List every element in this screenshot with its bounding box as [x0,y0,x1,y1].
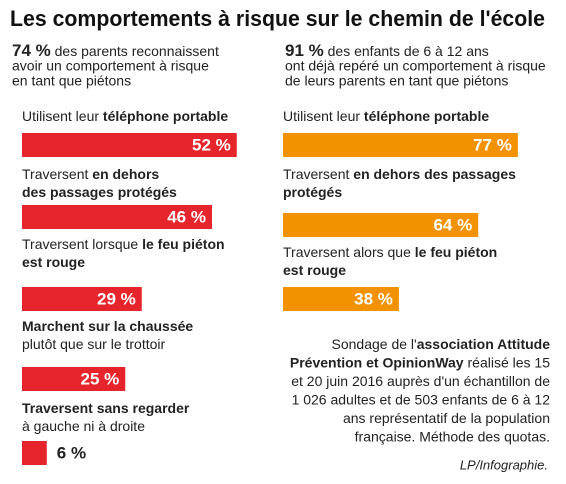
text-segment: réalisé les 15 [464,354,551,370]
bar [22,367,126,391]
value-label: 6 % [57,443,86,462]
subtitle-line: en tant que piétons [12,73,131,89]
value-label: 25 % [81,369,120,388]
bar [283,133,518,157]
text-line: est rouge [283,262,346,278]
text-segment: est rouge [22,254,85,270]
text-segment: à gauche ni à droite [22,418,145,434]
text-segment: association Attitude [417,336,550,352]
text-segment: Utilisent leur [22,108,103,124]
text-line: Utilisent leur téléphone portable [22,108,228,124]
subtitle: 74 % des parents reconnaissent [12,41,219,60]
subtitle-line: ont déjà repéré un comportement à risque [285,58,546,74]
text-segment: en dehors des passages [353,166,516,182]
bar [283,213,479,237]
value-label: 38 % [354,289,393,308]
text-line: des passages protégés [22,184,177,200]
text-line: Traversent alors que le feu piéton [283,244,497,260]
text-line: Utilisent leur téléphone portable [283,108,489,124]
text-segment: 1 026 adultes et de 503 enfants de 6 à 1… [292,391,551,407]
text-segment: est rouge [283,262,346,278]
bar [22,287,142,311]
text-line: ans représentatif de la population [343,410,550,426]
title: Les comportements à risque sur le chemin… [10,6,545,31]
text-line: Traversent en dehors des passages [283,166,516,182]
text-segment: plutôt que sur le trottoir [22,336,166,352]
subtitle-line: avoir un comportement à risque [12,58,209,74]
text-segment: Traversent [22,166,92,182]
text-line: Sondage de l'association Attitude [332,336,551,352]
text-line: Traversent lorsque le feu piéton [22,236,225,252]
credit: LP/Infographie. [460,457,548,472]
bar [22,441,47,465]
value-label: 64 % [433,215,472,234]
text-line: Traversent en dehors [22,166,159,182]
text-segment: Traversent lorsque [22,236,142,252]
text-line: à gauche ni à droite [22,418,145,434]
text-segment: française. Méthode des quotas. [355,428,550,444]
text-line: française. Méthode des quotas. [355,428,550,444]
value-label: 46 % [167,207,206,226]
text-line: et 20 juin 2016 auprès d'un échantillon … [291,373,550,389]
text-line: 1 026 adultes et de 503 enfants de 6 à 1… [292,391,551,407]
text-segment: Prévention et OpinionWay [290,354,464,370]
subtitle-line: des parents reconnaissent [55,43,219,59]
text-segment: Traversent alors que [283,244,415,260]
text-segment: et 20 juin 2016 auprès d'un échantillon … [291,373,550,389]
text-segment: Traversent sans regarder [22,400,190,416]
text-segment: téléphone portable [364,108,489,124]
text-segment: Traversent [283,166,353,182]
subtitle-line: des enfants de 6 à 12 ans [328,43,489,59]
value-label: 52 % [192,135,231,154]
text-line: protégés [283,184,342,200]
text-line: Traversent sans regarder [22,400,190,416]
text-segment: Sondage de l' [332,336,417,352]
subtitle-lead: 91 % [285,41,324,60]
bar [22,205,212,229]
text-segment: téléphone portable [103,108,228,124]
value-label: 77 % [473,135,512,154]
text-segment: ans représentatif de la population [343,410,550,426]
text-segment: le feu piéton [142,236,224,252]
text-segment: Utilisent leur [283,108,364,124]
text-line: Marchent sur la chaussée [22,318,193,334]
text-segment: des passages protégés [22,184,177,200]
text-segment: en dehors [92,166,159,182]
text-segment: le feu piéton [415,244,497,260]
subtitle: 91 % des enfants de 6 à 12 ans [285,41,489,60]
value-label: 29 % [97,289,136,308]
text-line: est rouge [22,254,85,270]
text-line: plutôt que sur le trottoir [22,336,166,352]
bar [22,133,237,157]
text-segment: protégés [283,184,342,200]
text-segment: Marchent sur la chaussée [22,318,193,334]
bar [283,287,399,311]
text-line: Prévention et OpinionWay réalisé les 15 [290,354,550,370]
subtitle-lead: 74 % [12,41,51,60]
subtitle-line: de leurs parents en tant que piétons [285,73,508,89]
